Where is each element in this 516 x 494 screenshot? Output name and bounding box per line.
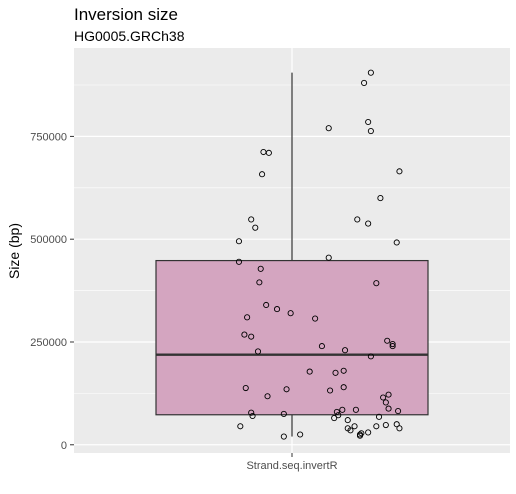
data-point — [396, 425, 403, 432]
data-point — [244, 314, 251, 321]
data-point — [382, 399, 389, 406]
data-point — [333, 408, 340, 415]
data-point — [385, 391, 392, 398]
data-point — [341, 347, 349, 354]
data-point — [287, 310, 294, 317]
data-point — [242, 384, 249, 392]
data-point — [259, 171, 266, 178]
data-point — [395, 408, 402, 415]
data-point — [377, 195, 384, 202]
data-point — [297, 431, 304, 438]
data-point — [384, 337, 391, 344]
data-point — [393, 421, 400, 428]
chart-subtitle: HG0005.GRCh38 — [74, 28, 185, 44]
data-point — [365, 429, 372, 436]
data-point — [375, 413, 383, 420]
data-point — [265, 149, 272, 156]
data-point — [373, 280, 380, 287]
data-point — [248, 333, 255, 340]
data-point — [354, 216, 361, 223]
data-point — [367, 353, 374, 360]
data-point — [347, 427, 354, 434]
data-points — [235, 69, 403, 440]
data-point — [254, 348, 262, 355]
y-tick-label: 0 — [61, 440, 67, 452]
data-point — [235, 258, 243, 265]
data-point — [237, 423, 244, 430]
data-point — [264, 393, 271, 400]
data-point — [306, 368, 313, 375]
data-point — [352, 406, 359, 413]
data-point — [340, 384, 347, 391]
data-point — [351, 423, 358, 430]
data-point — [273, 306, 281, 313]
data-point — [380, 394, 387, 401]
data-point — [235, 238, 243, 245]
data-point — [283, 386, 290, 393]
data-point — [373, 423, 380, 430]
data-point — [256, 279, 263, 286]
data-point — [280, 433, 287, 440]
x-tick-label: Strand.seq.invertR — [246, 460, 337, 472]
data-point — [361, 79, 368, 86]
y-axis: 0 250000 500000 750000 — [30, 131, 74, 452]
data-point — [241, 331, 248, 338]
data-point — [344, 417, 351, 424]
y-tick-label: 250000 — [30, 337, 67, 349]
data-point — [312, 315, 319, 322]
y-axis-label: Size (bp) — [6, 223, 22, 279]
data-point — [332, 369, 339, 376]
data-point — [396, 168, 403, 175]
data-point — [252, 224, 259, 231]
data-point — [356, 432, 364, 439]
box-iqr — [155, 259, 429, 416]
data-point — [263, 301, 270, 309]
data-point — [365, 220, 372, 227]
data-point — [340, 367, 347, 374]
data-point — [382, 421, 389, 429]
data-point — [325, 254, 332, 261]
data-point — [367, 69, 374, 76]
data-point — [335, 412, 342, 419]
data-point — [389, 343, 396, 350]
data-point — [248, 409, 255, 416]
data-point — [331, 415, 338, 422]
box — [155, 72, 429, 437]
data-point — [365, 118, 372, 126]
data-point — [339, 406, 346, 413]
data-point — [248, 216, 255, 223]
chart-title: Inversion size — [74, 5, 178, 24]
data-point — [393, 239, 400, 246]
data-point — [327, 387, 334, 394]
y-tick-label: 750000 — [30, 131, 67, 143]
x-axis: Strand.seq.invertR — [246, 453, 338, 472]
data-point — [280, 410, 287, 417]
data-point — [325, 125, 332, 132]
data-point — [257, 265, 264, 272]
data-point — [385, 405, 392, 412]
data-point — [367, 128, 374, 135]
data-point — [249, 412, 256, 420]
y-tick-label: 500000 — [30, 234, 67, 246]
data-point — [389, 340, 396, 348]
data-point — [318, 343, 325, 350]
